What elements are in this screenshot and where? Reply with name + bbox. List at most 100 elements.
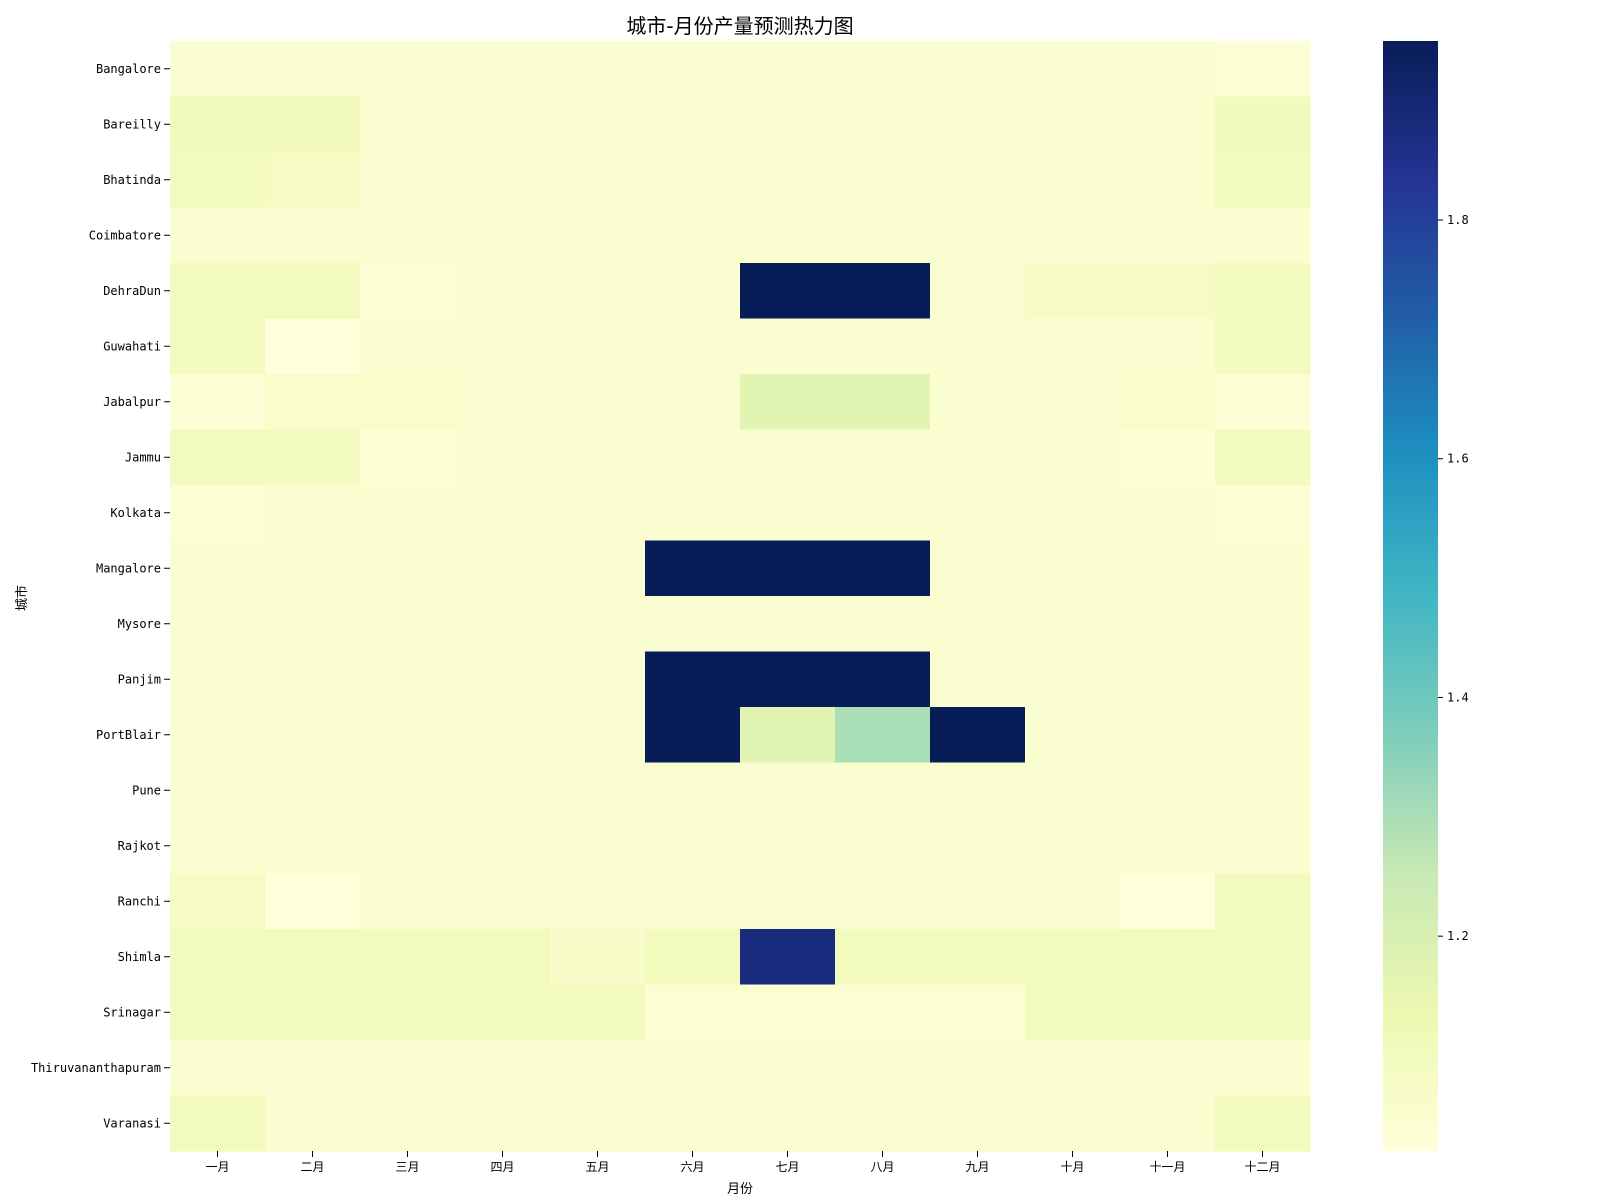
heatmap-cell xyxy=(1025,96,1121,153)
heatmap-cell xyxy=(645,41,741,98)
heatmap-cell xyxy=(835,596,931,653)
y-tick-label: Kolkata xyxy=(110,506,161,520)
heatmap-cell xyxy=(1025,1040,1121,1097)
heatmap-cell xyxy=(645,96,741,153)
heatmap-cell xyxy=(835,429,931,486)
heatmap-cell xyxy=(1120,152,1216,209)
heatmap-cell xyxy=(1120,374,1216,431)
heatmap-cell xyxy=(740,1040,836,1097)
heatmap-cell xyxy=(1120,651,1216,708)
heatmap-cell xyxy=(1120,818,1216,875)
y-tick-label: Jammu xyxy=(125,450,161,464)
heatmap-cell xyxy=(1120,485,1216,542)
heatmap-cell xyxy=(1025,429,1121,486)
heatmap-cell xyxy=(645,485,741,542)
heatmap-cell xyxy=(1215,374,1311,431)
heatmap-cell xyxy=(265,540,361,597)
heatmap-cell xyxy=(550,929,646,986)
heatmap-cell xyxy=(645,429,741,486)
heatmap-cell xyxy=(1215,873,1311,930)
x-tick-label: 十月 xyxy=(1060,1160,1084,1174)
heatmap-cell xyxy=(1120,707,1216,764)
heatmap-cell xyxy=(360,152,456,209)
heatmap-cell xyxy=(1215,41,1311,98)
heatmap-cell xyxy=(740,207,836,264)
heatmap-cell xyxy=(835,707,931,764)
heatmap-cell xyxy=(170,651,266,708)
x-tick-label: 十一月 xyxy=(1149,1160,1185,1174)
heatmap-cell xyxy=(1025,485,1121,542)
y-tick-label: Ranchi xyxy=(118,894,161,908)
heatmap-cell xyxy=(645,207,741,264)
x-axis-ticks: 一月 二月 三月 四月 五月 六月 七月 八月 九月 十月 十一月 十二月 xyxy=(205,1151,1281,1174)
heatmap-cell xyxy=(740,873,836,930)
heatmap-cell xyxy=(455,1095,551,1152)
heatmap-cell xyxy=(740,318,836,375)
heatmap-cell xyxy=(550,984,646,1041)
x-axis-label: 月份 xyxy=(727,1182,753,1197)
heatmap-cell xyxy=(740,41,836,98)
heatmap-cell xyxy=(1215,1095,1311,1152)
heatmap-cell xyxy=(1215,429,1311,486)
heatmap-cell xyxy=(645,540,741,597)
heatmap-cell xyxy=(645,707,741,764)
heatmap-cell xyxy=(360,540,456,597)
heatmap-cell xyxy=(360,762,456,819)
colorbar-gradient xyxy=(1383,41,1438,1151)
colorbar-tick-label: 1.2 xyxy=(1447,929,1469,943)
heatmap-cell xyxy=(740,374,836,431)
heatmap-cell xyxy=(1120,873,1216,930)
heatmap-cells xyxy=(170,41,1311,1152)
heatmap-cell xyxy=(1025,207,1121,264)
colorbar: 1.2 1.4 1.6 1.8 xyxy=(1383,41,1469,1151)
heatmap-cell xyxy=(550,651,646,708)
heatmap-cell xyxy=(1215,96,1311,153)
heatmap-cell xyxy=(930,1095,1026,1152)
heatmap-cell xyxy=(1215,263,1311,320)
heatmap-cell xyxy=(1025,651,1121,708)
heatmap-cell xyxy=(360,263,456,320)
heatmap-cell xyxy=(455,596,551,653)
heatmap-cell xyxy=(1025,263,1121,320)
x-tick-label: 三月 xyxy=(395,1160,419,1174)
y-tick-label: Shimla xyxy=(118,950,161,964)
heatmap-cell xyxy=(740,929,836,986)
heatmap-cell xyxy=(265,707,361,764)
heatmap-cell xyxy=(455,651,551,708)
heatmap-cell xyxy=(550,1040,646,1097)
heatmap-cell xyxy=(835,762,931,819)
heatmap-cell xyxy=(550,96,646,153)
heatmap-cell xyxy=(835,318,931,375)
chart-title: 城市-月份产量预测热力图 xyxy=(626,14,853,38)
heatmap-cell xyxy=(265,873,361,930)
heatmap-cell xyxy=(360,651,456,708)
y-tick-label: Bareilly xyxy=(103,117,161,131)
heatmap-cell xyxy=(360,818,456,875)
heatmap-cell xyxy=(550,818,646,875)
heatmap-cell xyxy=(455,374,551,431)
heatmap-cell xyxy=(1215,485,1311,542)
heatmap-cell xyxy=(170,207,266,264)
heatmap-cell xyxy=(835,96,931,153)
colorbar-tick-label: 1.6 xyxy=(1447,452,1469,466)
heatmap-cell xyxy=(550,263,646,320)
heatmap-cell xyxy=(645,929,741,986)
heatmap-cell xyxy=(645,596,741,653)
x-tick-label: 一月 xyxy=(205,1160,229,1174)
heatmap-cell xyxy=(170,929,266,986)
y-tick-label: Pune xyxy=(132,783,161,797)
heatmap-cell xyxy=(645,318,741,375)
heatmap-cell xyxy=(455,485,551,542)
heatmap-cell xyxy=(455,984,551,1041)
heatmap-cell xyxy=(550,152,646,209)
heatmap-cell xyxy=(1025,596,1121,653)
heatmap-cell xyxy=(1025,984,1121,1041)
heatmap-cell xyxy=(1215,984,1311,1041)
y-tick-label: Bhatinda xyxy=(103,173,161,187)
heatmap-cell xyxy=(835,1095,931,1152)
heatmap-cell xyxy=(1025,818,1121,875)
heatmap-cell xyxy=(265,651,361,708)
heatmap-cell xyxy=(265,1040,361,1097)
heatmap-cell xyxy=(455,540,551,597)
heatmap-cell xyxy=(1215,707,1311,764)
